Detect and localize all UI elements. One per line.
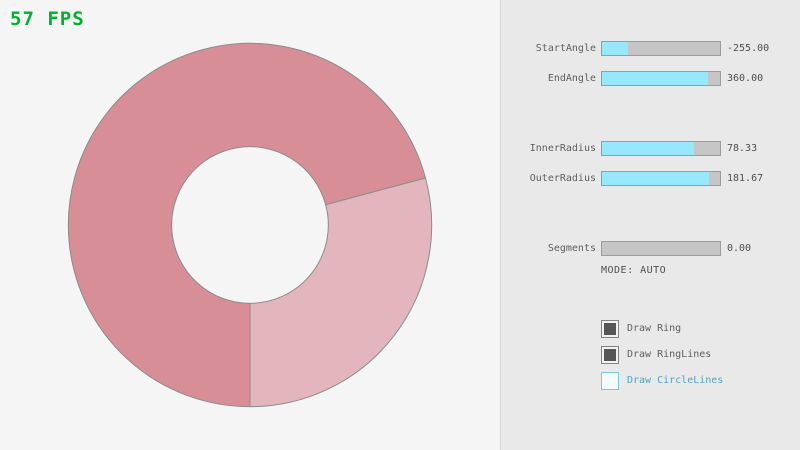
slider-value: 181.67 <box>727 173 764 184</box>
slider-label: InnerRadius <box>529 143 596 154</box>
startangle-slider[interactable] <box>601 41 721 56</box>
slider-fill <box>602 142 695 155</box>
checkbox-box[interactable] <box>601 320 619 338</box>
slider-row-outerradius: OuterRadius 181.67 <box>501 171 800 186</box>
slider-row-segments: Segments 0.00 <box>501 241 800 256</box>
slider-row-startangle: StartAngle -255.00 <box>501 41 800 56</box>
slider-label: Segments <box>547 243 596 254</box>
ring-light-sector <box>249 177 433 408</box>
slider-fill <box>602 172 710 185</box>
slider-label: EndAngle <box>547 73 596 84</box>
slider-row-endangle: EndAngle 360.00 <box>501 71 800 86</box>
slider-fill <box>602 72 709 85</box>
innerradius-slider[interactable] <box>601 141 721 156</box>
fps-counter: 57 FPS <box>10 8 85 30</box>
checkbox-box[interactable] <box>601 346 619 364</box>
outerradius-slider[interactable] <box>601 171 721 186</box>
checkmark-fill <box>604 323 616 335</box>
checkbox-draw-circlelines[interactable]: Draw CircleLines <box>601 372 800 390</box>
checkbox-box[interactable] <box>601 372 619 390</box>
endangle-slider[interactable] <box>601 71 721 86</box>
checkbox-label: Draw CircleLines <box>627 375 724 386</box>
slider-fill <box>602 42 628 55</box>
checkmark-fill <box>604 349 616 361</box>
controls-panel: StartAngle -255.00 EndAngle 360.00 InnerRadi… <box>500 0 800 450</box>
slider-label: StartAngle <box>535 43 596 54</box>
slider-value: -255.00 <box>727 43 770 54</box>
checkbox-label: Draw Ring <box>627 323 682 334</box>
slider-value: 0.00 <box>727 243 752 254</box>
slider-value: 360.00 <box>727 73 764 84</box>
checkbox-draw-ringlines[interactable]: Draw RingLines <box>601 346 800 364</box>
checkbox-draw-ring[interactable]: Draw Ring <box>601 320 800 338</box>
slider-value: 78.33 <box>727 143 758 154</box>
ring-dark-sector <box>67 42 427 408</box>
slider-row-innerradius: InnerRadius 78.33 <box>501 141 800 156</box>
segments-mode-label: MODE: AUTO <box>601 265 667 276</box>
checkbox-label: Draw RingLines <box>627 349 712 360</box>
slider-label: OuterRadius <box>529 173 596 184</box>
segments-slider[interactable] <box>601 241 721 256</box>
